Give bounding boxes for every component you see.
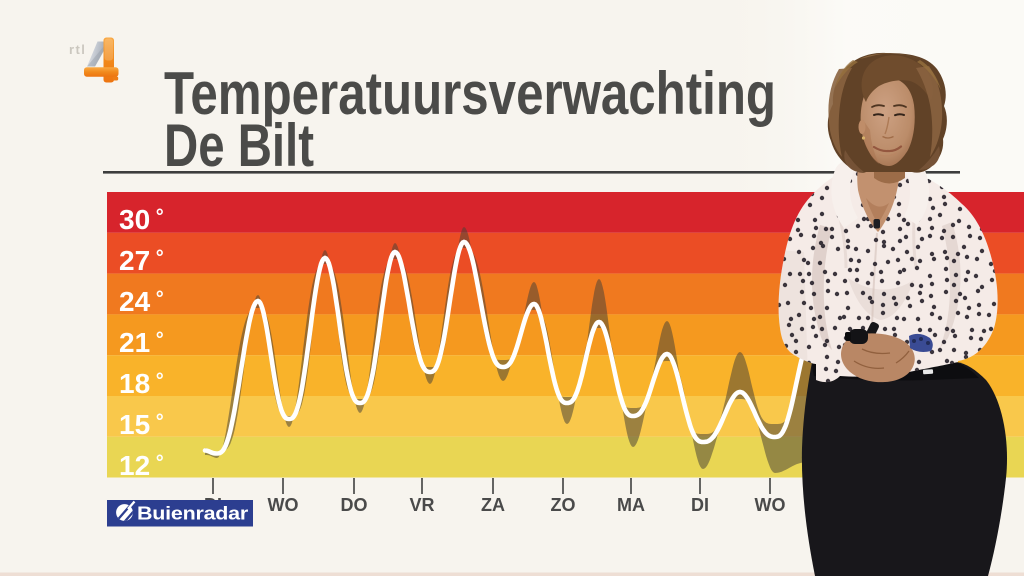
svg-text:MA: MA (617, 495, 645, 515)
svg-text:rtl: rtl (69, 42, 86, 57)
svg-text:VR: VR (409, 495, 434, 515)
svg-text:WO: WO (755, 495, 786, 515)
svg-text:Buienradar: Buienradar (137, 504, 248, 524)
svg-text:24 °: 24 ° (119, 286, 164, 317)
svg-text:21 °: 21 ° (119, 327, 164, 358)
svg-text:Temperatuursverwachting: Temperatuursverwachting (164, 60, 776, 127)
svg-text:WO: WO (268, 495, 299, 515)
svg-text:DO: DO (341, 495, 368, 515)
svg-text:ZA: ZA (481, 495, 505, 515)
svg-text:ZO: ZO (551, 495, 576, 515)
svg-text:De Bilt: De Bilt (164, 112, 314, 179)
svg-text:DI: DI (691, 495, 709, 515)
